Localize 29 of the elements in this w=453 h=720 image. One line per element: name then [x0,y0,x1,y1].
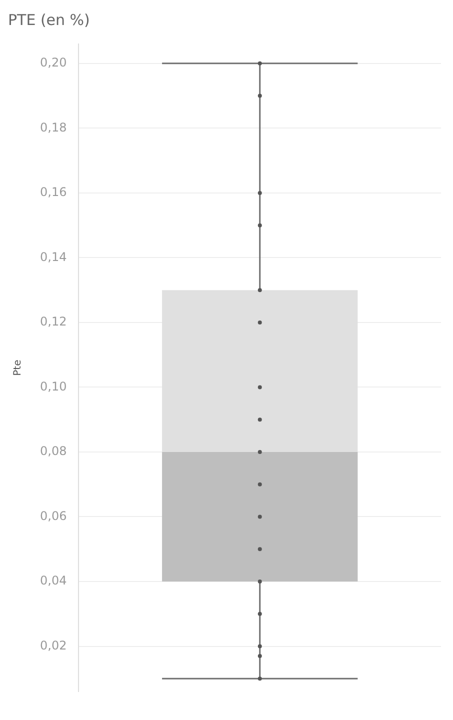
y-tick-label: 0,12 [40,314,67,329]
point [258,482,262,486]
point [258,94,262,98]
point [258,580,262,584]
point [258,612,262,616]
y-tick-label: 0,04 [40,574,67,588]
y-tick-label: 0,02 [40,638,67,652]
point [258,61,262,66]
point [258,223,262,228]
y-axis-title: Pte [12,360,24,376]
point [258,514,262,519]
y-tick-label: 0,06 [40,508,67,523]
point [258,385,262,390]
y-tick-label: 0,14 [40,250,67,264]
y-tick-label: 0,18 [40,120,67,134]
y-tick-label: 0,20 [40,56,67,70]
point [258,320,262,324]
point [258,450,262,454]
point [258,418,262,422]
point [258,190,262,195]
y-tick-label: 0,10 [40,379,67,394]
point [258,676,262,681]
point [258,547,262,552]
point [258,644,262,648]
point [258,654,262,658]
y-tick-label: 0,08 [40,444,67,458]
point [258,288,262,292]
chart-title: PTE (en %) [8,10,90,29]
y-tick-label: 0,16 [40,185,67,200]
